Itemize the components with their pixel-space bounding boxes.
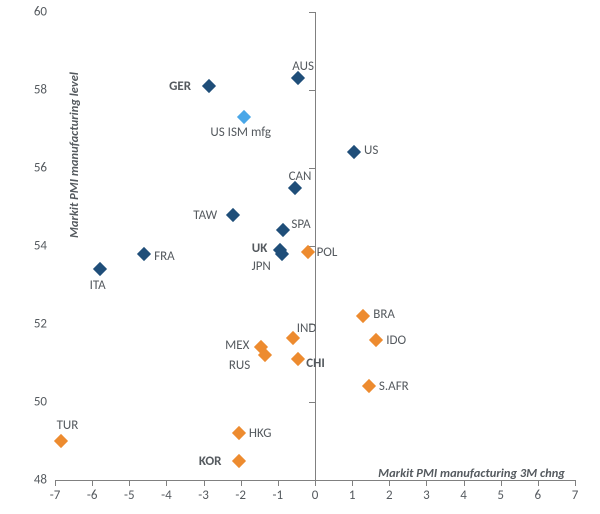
x-tick — [55, 480, 56, 486]
point-label-us: US — [364, 144, 378, 157]
point-label-taw: TAW — [193, 209, 217, 222]
point-label-rus: RUS — [229, 359, 250, 372]
x-tick-label: -4 — [161, 488, 172, 503]
x-tick — [241, 480, 242, 486]
x-tick-label: 2 — [386, 488, 393, 503]
x-tick-label: 1 — [349, 488, 356, 503]
point-label-fra: FRA — [154, 250, 175, 263]
x-tick-label: 5 — [497, 488, 504, 503]
y-tick-label: 60 — [34, 5, 53, 20]
x-tick — [575, 480, 576, 486]
point-label-kor: KOR — [199, 455, 222, 468]
y-tick-label: 48 — [34, 473, 53, 488]
x-tick-label: 7 — [572, 488, 579, 503]
x-tick-label: -2 — [235, 488, 246, 503]
point-label-tur: TUR — [57, 419, 79, 432]
x-tick — [204, 480, 205, 486]
y-tick-label: 54 — [34, 239, 53, 254]
y-tick-label: 50 — [34, 395, 53, 410]
point-label-chi: CHI — [306, 357, 325, 370]
point-label-can: CAN — [289, 170, 312, 183]
x-tick-label: 4 — [460, 488, 467, 503]
point-label-uk: UK — [252, 242, 268, 255]
point-label-aus: AUS — [292, 60, 314, 73]
x-tick-label: -3 — [198, 488, 209, 503]
point-label-jpn: JPN — [252, 260, 271, 273]
x-tick-label: 6 — [535, 488, 542, 503]
x-tick-label: -6 — [87, 488, 98, 503]
x-tick — [166, 480, 167, 486]
x-tick — [92, 480, 93, 486]
point-label-safr: S.AFR — [379, 380, 409, 393]
x-tick — [129, 480, 130, 486]
x-tick-label: -7 — [50, 488, 61, 503]
point-label-ind: IND — [297, 322, 317, 335]
y-tick — [309, 12, 315, 13]
y-tick-label: 56 — [34, 161, 53, 176]
x-tick — [315, 480, 316, 486]
x-tick-label: 0 — [312, 488, 319, 503]
point-label-mex: MEX — [225, 339, 249, 352]
pmi-scatter-chart: -7-6-5-4-3-2-10123456748505254565860Mark… — [0, 0, 600, 514]
point-label-ido: IDO — [386, 334, 406, 347]
point-label-ita: ITA — [90, 279, 106, 292]
y-tick — [309, 402, 315, 403]
point-label-hkg: HKG — [249, 427, 272, 440]
x-axis-title: Markit PMI manufacturing 3M chng — [378, 466, 565, 481]
x-tick — [352, 480, 353, 486]
y-axis-title: Markit PMI manufacturing level — [67, 72, 82, 238]
point-label-bra: BRA — [373, 308, 395, 321]
point-label-usism: US ISM mfg — [210, 126, 271, 139]
x-tick — [278, 480, 279, 486]
x-tick-label: 3 — [423, 488, 430, 503]
y-tick — [309, 480, 315, 481]
point-label-spa: SPA — [291, 218, 310, 231]
y-tick-label: 52 — [34, 317, 53, 332]
x-tick-label: -5 — [124, 488, 135, 503]
y-tick — [309, 90, 315, 91]
point-label-ger: GER — [169, 80, 191, 93]
point-label-pol: POL — [317, 246, 338, 259]
y-tick-label: 58 — [34, 83, 53, 98]
x-tick-label: -1 — [273, 488, 284, 503]
